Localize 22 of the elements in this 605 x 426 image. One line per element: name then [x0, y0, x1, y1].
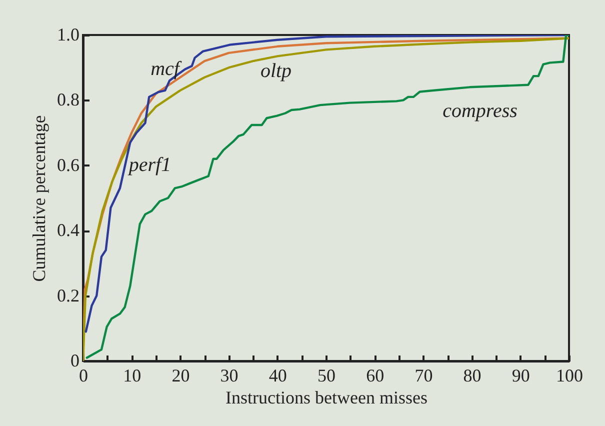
- x-tick-label: 70: [414, 366, 433, 386]
- x-tick-label: 20: [172, 366, 190, 386]
- series-label: mcf: [150, 58, 182, 80]
- y-tick-label: 1.0: [57, 24, 80, 44]
- series-label: oltp: [260, 60, 292, 82]
- y-tick-label: 0.2: [57, 285, 80, 306]
- y-axis-title: Cumulative percentage: [29, 115, 49, 282]
- y-tick-label: 0.4: [57, 220, 80, 240]
- x-tick-label: 100: [556, 366, 583, 386]
- y-tick-label: 0: [70, 350, 80, 370]
- y-tick-label: 0.6: [57, 154, 80, 175]
- x-tick-label: 10: [123, 366, 142, 386]
- x-tick-label: 30: [220, 366, 238, 386]
- y-tick-label: 0.8: [57, 90, 80, 110]
- x-tick-label: 80: [463, 366, 482, 386]
- x-tick-label: 60: [366, 366, 384, 386]
- series-label: perf1: [126, 154, 172, 176]
- x-tick-label: 40: [268, 366, 287, 386]
- x-tick-label: 90: [512, 366, 530, 386]
- x-axis-title: Instructions between misses: [226, 388, 428, 408]
- series-label: compress: [442, 100, 518, 122]
- x-tick-label: 50: [318, 366, 336, 386]
